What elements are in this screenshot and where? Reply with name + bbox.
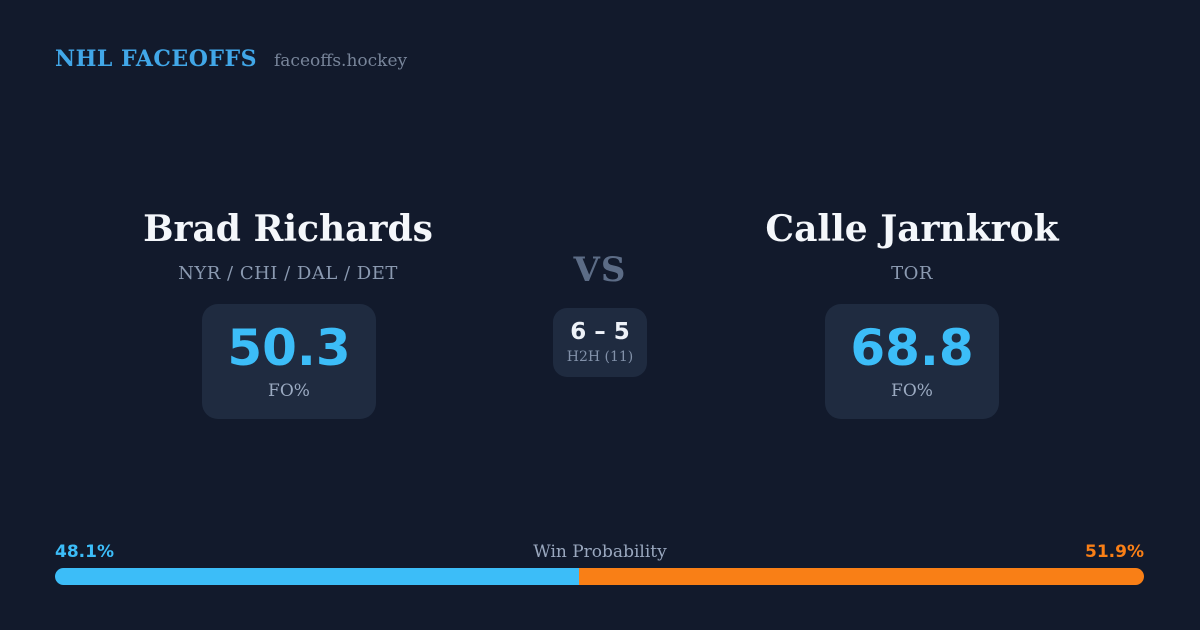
player-right-stat-label: FO% [891,380,933,401]
win-prob-left-pct: 48.1% [55,542,114,562]
win-prob-bar-right-segment [578,568,1144,585]
player-right-stat-value: 68.8 [850,318,974,377]
h2h-label: H2H (11) [566,348,634,365]
player-right-stat-card: 68.8 FO% [825,304,999,419]
player-left-name: Brad Richards [143,208,433,250]
player-left-teams: NYR / CHI / DAL / DET [178,263,398,284]
h2h-card: 6 – 5 H2H (11) [553,308,647,377]
header: NHL FACEOFFS faceoffs.hockey [55,46,407,72]
site-url: faceoffs.hockey [274,51,408,71]
brand-title: NHL FACEOFFS [55,46,257,72]
win-prob-bar [55,568,1144,585]
win-prob-right-pct: 51.9% [1085,542,1144,562]
win-prob-title: Win Probability [533,542,667,562]
player-left-stat-card: 50.3 FO% [202,304,376,419]
win-prob-bar-left-segment [55,568,579,585]
h2h-score: 6 – 5 [570,319,630,346]
player-right-name: Calle Jarnkrok [765,208,1059,250]
vs-label: VS [573,250,627,290]
player-left-stat-label: FO% [268,380,310,401]
player-right-teams: TOR [891,263,933,284]
player-left-stat-value: 50.3 [227,318,351,377]
